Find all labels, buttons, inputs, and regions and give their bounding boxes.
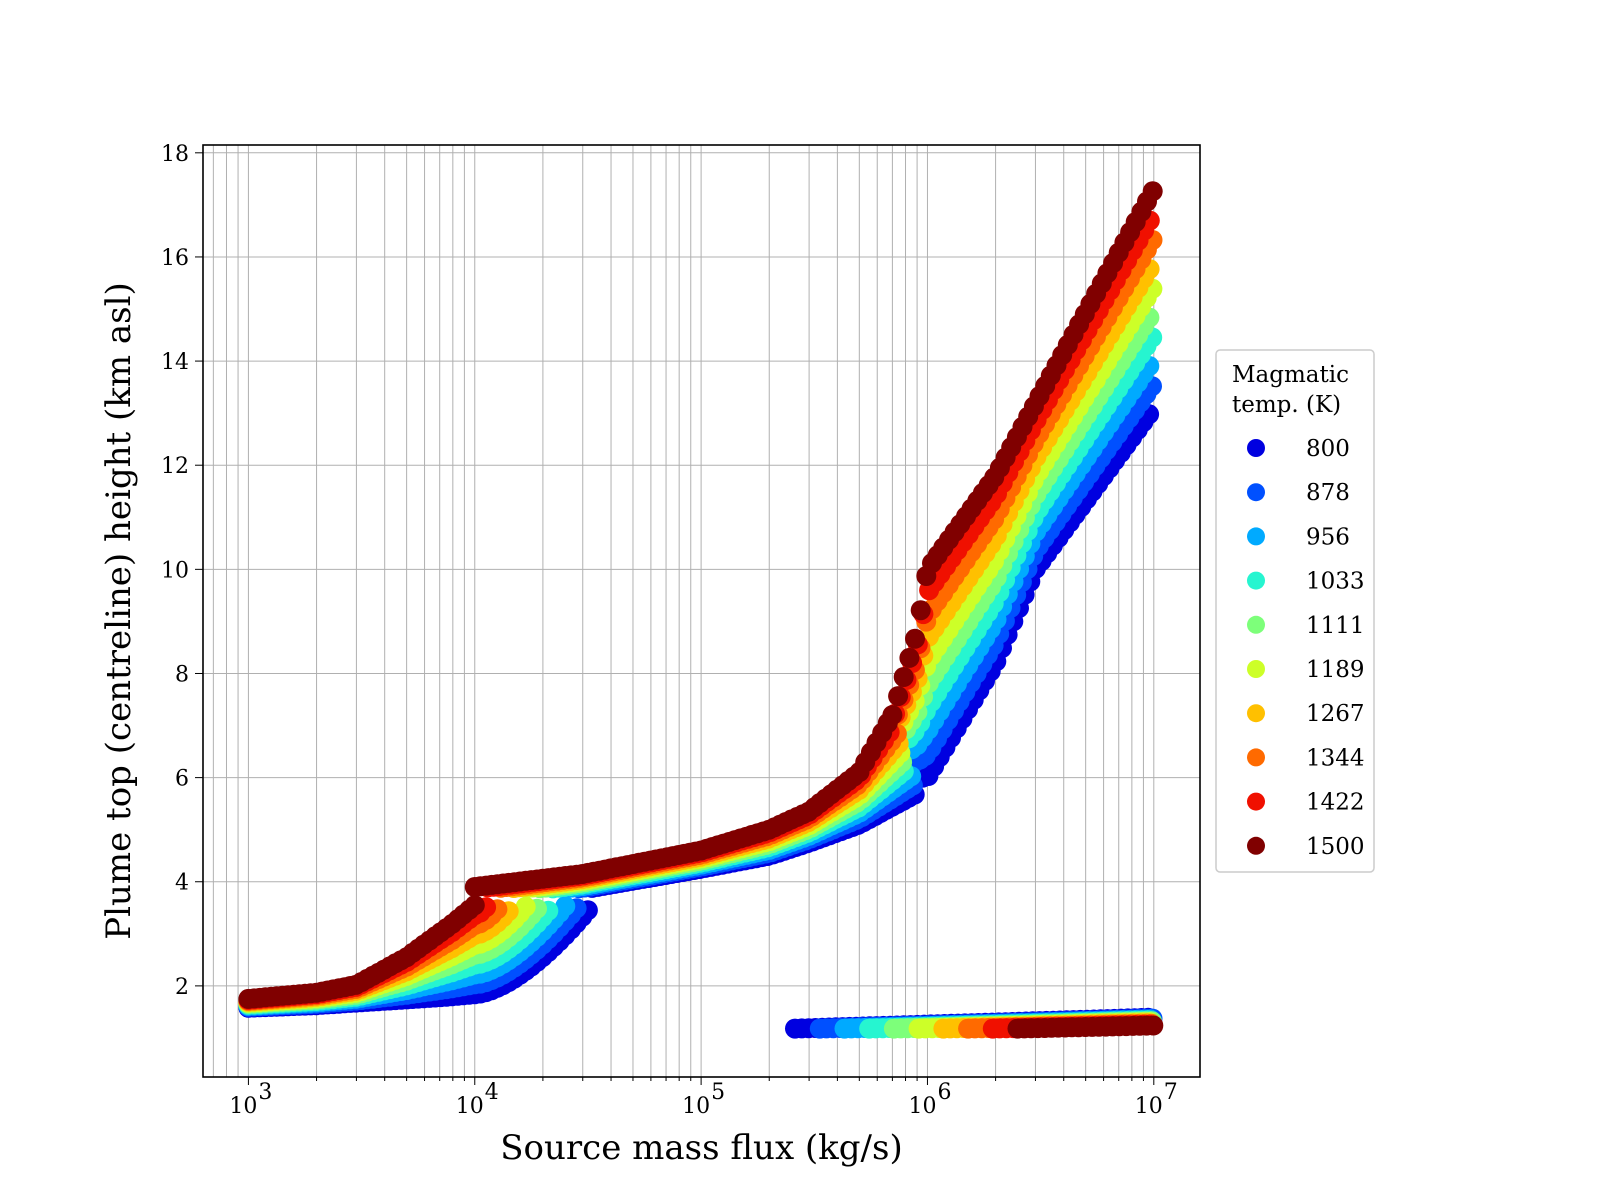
- x-tick-label: 10: [1135, 1094, 1163, 1119]
- grid: [203, 145, 1200, 1077]
- legend-label: 800: [1306, 436, 1350, 462]
- data-point: [515, 896, 536, 917]
- legend-label: 878: [1306, 480, 1350, 506]
- legend-entries: 800 878 956 1033 1111 1189 1267 1344 1422 1500: [1247, 436, 1365, 860]
- data-point: [888, 686, 909, 707]
- legend-marker: [1247, 704, 1265, 723]
- legend-label: 1267: [1306, 701, 1365, 727]
- data-points: [238, 181, 1164, 1039]
- y-tick-label: 10: [161, 558, 189, 583]
- data-point: [910, 600, 931, 621]
- data-point: [899, 647, 920, 668]
- x-tick-label: 10: [682, 1094, 710, 1119]
- x-tick-exponent: 5: [711, 1080, 725, 1105]
- legend-marker: [1247, 660, 1265, 678]
- x-tick-exponent: 6: [937, 1080, 951, 1105]
- y-tick-label: 18: [161, 142, 189, 167]
- y-tick-label: 6: [175, 767, 189, 792]
- legend-label: 1033: [1306, 569, 1365, 595]
- y-tick-label: 8: [175, 662, 189, 687]
- data-point: [1142, 181, 1163, 202]
- data-point: [555, 896, 576, 917]
- legend-title-line-2: temp. (K): [1232, 392, 1341, 418]
- legend-box: [1215, 349, 1375, 873]
- y-tick-label: 16: [161, 246, 189, 271]
- x-tick-exponent: 3: [258, 1080, 272, 1105]
- legend-label: 1189: [1306, 657, 1365, 683]
- legend-label: 1500: [1306, 834, 1365, 860]
- legend-label: 1344: [1306, 745, 1365, 771]
- y-tick-label: 14: [161, 350, 189, 375]
- x-tick-label: 10: [456, 1094, 484, 1119]
- data-point: [464, 895, 485, 916]
- legend-marker: [1247, 571, 1265, 590]
- legend-label: 1422: [1306, 790, 1365, 816]
- x-tick-exponent: 4: [485, 1080, 499, 1105]
- data-point: [1143, 1015, 1164, 1036]
- data-point: [882, 705, 903, 726]
- legend-marker: [1247, 792, 1265, 811]
- legend-title-line-1: Magmatic: [1232, 362, 1349, 388]
- x-tick-label: 10: [908, 1094, 936, 1119]
- legend-marker: [1247, 527, 1265, 546]
- x-tick-label: 10: [229, 1094, 257, 1119]
- legend-marker: [1247, 748, 1265, 767]
- x-tick-exponent: 7: [1164, 1080, 1178, 1105]
- data-point: [893, 667, 914, 687]
- legend-label: 956: [1306, 524, 1350, 550]
- legend: Magmatic temp. (K) 800 878 956 1033 1111 1189…: [1215, 349, 1375, 873]
- data-point: [905, 628, 925, 649]
- y-axis-label: Plume top (centreline) height (km asl): [99, 282, 139, 940]
- legend-marker: [1247, 439, 1265, 457]
- y-tick-label: 12: [161, 454, 189, 479]
- legend-label: 1111: [1306, 613, 1365, 639]
- y-tick-label: 2: [175, 975, 189, 1000]
- y-tick-label: 4: [175, 871, 189, 896]
- x-axis-label: Source mass flux (kg/s): [500, 1128, 902, 1168]
- legend-marker: [1247, 836, 1265, 855]
- legend-marker: [1247, 615, 1265, 634]
- legend-marker: [1247, 483, 1265, 502]
